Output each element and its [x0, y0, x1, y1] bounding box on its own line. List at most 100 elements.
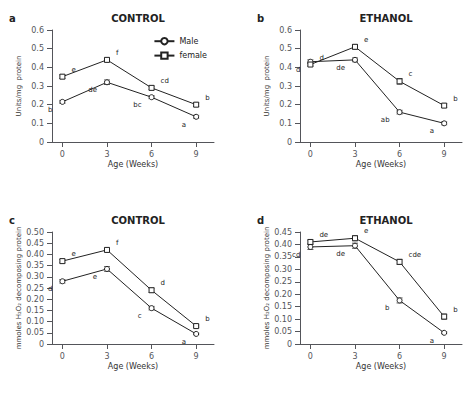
svg-text:0: 0: [60, 352, 65, 361]
svg-text:0.10: 0.10: [26, 317, 44, 326]
svg-text:c: c: [409, 70, 413, 78]
svg-text:0: 0: [287, 340, 292, 349]
svg-text:0.45: 0.45: [26, 239, 44, 248]
svg-text:female: female: [179, 51, 207, 60]
svg-text:cde: cde: [409, 251, 422, 259]
svg-text:a: a: [182, 338, 186, 346]
svg-text:0.35: 0.35: [274, 252, 292, 261]
svg-text:e: e: [71, 250, 75, 258]
svg-text:Units/mg protein: Units/mg protein: [15, 56, 23, 117]
svg-text:0: 0: [308, 352, 313, 361]
svg-text:0.45: 0.45: [274, 228, 292, 237]
svg-text:0: 0: [60, 150, 65, 159]
svg-text:3: 3: [352, 352, 357, 361]
svg-text:cd: cd: [161, 77, 169, 85]
svg-text:d: d: [319, 54, 323, 62]
svg-text:de: de: [319, 231, 328, 239]
svg-text:a: a: [430, 337, 434, 345]
svg-text:ETHANOL: ETHANOL: [359, 215, 413, 226]
svg-text:b: b: [205, 315, 210, 323]
svg-text:0.4: 0.4: [279, 63, 292, 72]
svg-text:bc: bc: [133, 101, 141, 109]
svg-text:0.15: 0.15: [26, 306, 44, 315]
svg-text:b: b: [453, 306, 458, 314]
svg-text:f: f: [116, 49, 119, 57]
svg-text:d: d: [161, 279, 165, 287]
svg-text:0.5: 0.5: [279, 44, 292, 53]
svg-text:Male: Male: [179, 37, 198, 46]
svg-text:Age (Weeks): Age (Weeks): [108, 160, 158, 169]
svg-text:0.3: 0.3: [31, 82, 44, 91]
svg-text:0.6: 0.6: [31, 26, 44, 35]
svg-text:e: e: [364, 36, 368, 44]
svg-text:c: c: [9, 215, 15, 226]
svg-text:3: 3: [104, 352, 109, 361]
svg-text:CONTROL: CONTROL: [111, 13, 165, 24]
svg-text:b: b: [205, 94, 210, 102]
svg-text:de: de: [88, 86, 97, 94]
svg-text:6: 6: [149, 352, 154, 361]
svg-text:ab: ab: [381, 116, 390, 124]
svg-text:0.6: 0.6: [279, 26, 292, 35]
svg-text:0: 0: [287, 138, 292, 147]
svg-text:6: 6: [397, 352, 402, 361]
svg-text:3: 3: [352, 150, 357, 159]
svg-text:a: a: [9, 13, 16, 24]
svg-text:Units/mg protein: Units/mg protein: [263, 56, 271, 117]
svg-text:e: e: [93, 273, 97, 281]
svg-text:e: e: [71, 66, 75, 74]
svg-text:a: a: [430, 127, 434, 135]
svg-text:c: c: [138, 312, 142, 320]
svg-text:9: 9: [194, 150, 199, 159]
svg-text:de: de: [336, 250, 345, 258]
svg-text:b: b: [48, 106, 53, 114]
svg-text:6: 6: [149, 150, 154, 159]
svg-text:9: 9: [194, 352, 199, 361]
svg-text:0: 0: [39, 138, 44, 147]
svg-text:f: f: [116, 239, 119, 247]
svg-text:mmoles H₂O₂ decomposing protei: mmoles H₂O₂ decomposing protein: [15, 227, 23, 350]
svg-text:0: 0: [39, 340, 44, 349]
svg-text:0.20: 0.20: [274, 290, 292, 299]
svg-text:cd: cd: [292, 251, 300, 259]
svg-text:9: 9: [442, 150, 447, 159]
svg-text:0.05: 0.05: [274, 327, 292, 336]
svg-text:0.35: 0.35: [26, 261, 44, 270]
svg-text:d: d: [296, 66, 300, 74]
svg-text:de: de: [336, 64, 345, 72]
svg-text:0.30: 0.30: [274, 265, 292, 274]
svg-text:0.25: 0.25: [274, 277, 292, 286]
svg-text:Age (Weeks): Age (Weeks): [356, 160, 406, 169]
svg-text:a: a: [182, 121, 186, 129]
svg-text:6: 6: [397, 150, 402, 159]
svg-text:0.15: 0.15: [274, 302, 292, 311]
svg-text:e: e: [364, 227, 368, 235]
svg-text:0.1: 0.1: [279, 119, 292, 128]
svg-text:0.2: 0.2: [279, 100, 292, 109]
svg-text:0.40: 0.40: [26, 250, 44, 259]
svg-text:0.25: 0.25: [26, 284, 44, 293]
svg-text:0.5: 0.5: [31, 44, 44, 53]
svg-text:0.4: 0.4: [31, 63, 44, 72]
svg-text:0.50: 0.50: [26, 228, 44, 237]
svg-text:b: b: [257, 13, 264, 24]
svg-text:3: 3: [104, 150, 109, 159]
svg-text:Age (Weeks): Age (Weeks): [108, 362, 158, 371]
svg-text:b: b: [453, 95, 458, 103]
svg-text:0.3: 0.3: [279, 82, 292, 91]
svg-text:b: b: [385, 304, 390, 312]
svg-text:0.1: 0.1: [31, 119, 44, 128]
svg-text:0.20: 0.20: [26, 295, 44, 304]
svg-text:ETHANOL: ETHANOL: [359, 13, 413, 24]
svg-text:0.05: 0.05: [26, 328, 44, 337]
svg-text:0.2: 0.2: [31, 100, 44, 109]
svg-text:0: 0: [308, 150, 313, 159]
svg-text:CONTROL: CONTROL: [111, 215, 165, 226]
svg-text:mmoles H₂O₂ decomposing protei: mmoles H₂O₂ decomposing protein: [263, 227, 271, 350]
svg-text:Age (Weeks): Age (Weeks): [356, 362, 406, 371]
svg-text:0.40: 0.40: [274, 240, 292, 249]
svg-text:0.10: 0.10: [274, 315, 292, 324]
svg-text:d: d: [48, 285, 52, 293]
svg-text:0.30: 0.30: [26, 272, 44, 281]
svg-text:d: d: [257, 215, 264, 226]
